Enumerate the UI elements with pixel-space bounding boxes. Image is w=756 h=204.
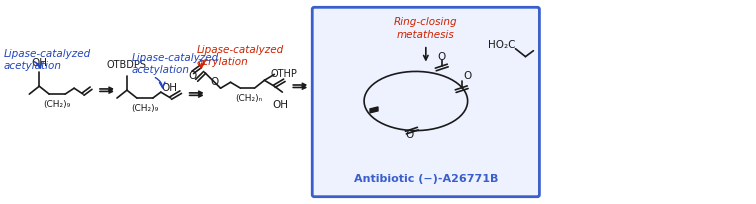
Text: O: O [463,71,472,81]
Text: Antibiotic (−)-A26771B: Antibiotic (−)-A26771B [354,174,498,184]
Text: (CH₂)ₙ: (CH₂)ₙ [235,94,262,103]
Text: HO₂C: HO₂C [488,40,516,50]
Text: OH: OH [162,83,178,93]
Text: O: O [438,52,446,62]
Text: Lipase-catalyzed
acetylation: Lipase-catalyzed acetylation [3,49,91,71]
Text: O: O [188,71,197,81]
Text: Lipase-catalyzed
acrylation: Lipase-catalyzed acrylation [197,45,284,67]
Text: OTHP: OTHP [271,69,297,79]
Text: (CH₂)₉: (CH₂)₉ [44,100,71,109]
Text: OH: OH [272,100,288,110]
Text: Lipase-catalyzed
acetylation: Lipase-catalyzed acetylation [132,53,219,75]
Text: OH: OH [31,59,47,69]
Text: O: O [406,131,414,141]
Text: Ring-closing
metathesis: Ring-closing metathesis [394,17,457,40]
Text: OTBDPS: OTBDPS [107,60,147,70]
Polygon shape [370,107,378,113]
Text: O: O [210,77,218,87]
FancyBboxPatch shape [312,7,539,197]
Text: (CH₂)₉: (CH₂)₉ [132,104,159,113]
